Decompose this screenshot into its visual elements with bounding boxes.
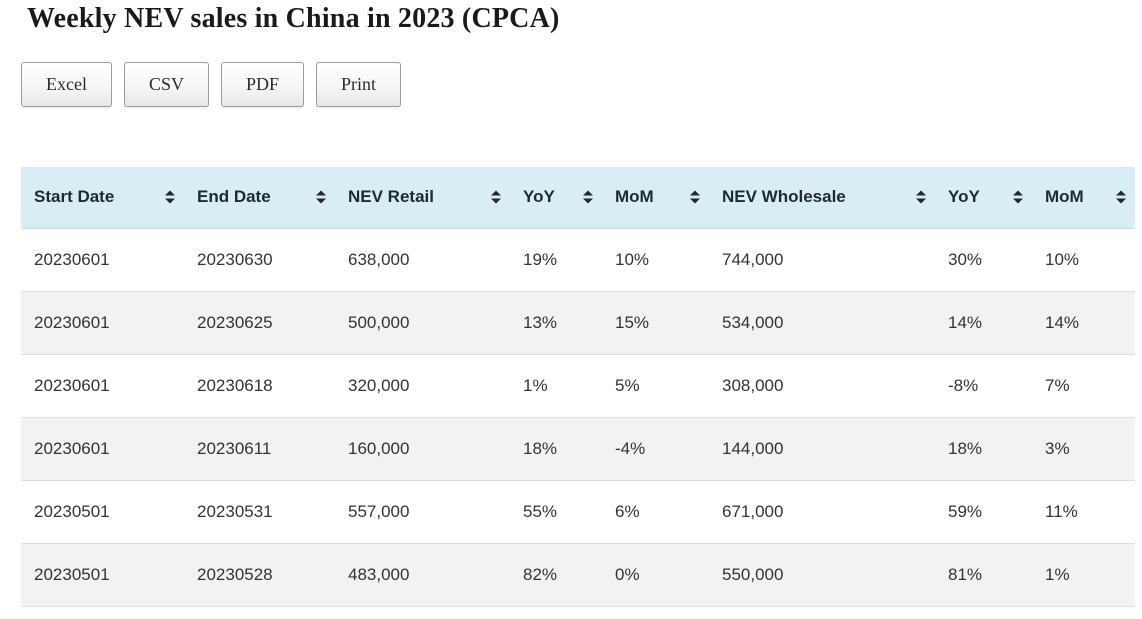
column-header-start-date[interactable]: Start Date — [21, 167, 184, 229]
nev-sales-table-container: Start Date End Date NEV Retail YoY MoM NEV Wh… — [21, 167, 1135, 607]
column-header-retail-mom[interactable]: MoM — [602, 167, 709, 229]
cell-wholesale-yoy: 81% — [935, 542, 1032, 606]
cell-wholesale-yoy: 18% — [935, 416, 1032, 480]
sort-both-icon — [165, 190, 175, 204]
column-header-label: End Date — [197, 187, 271, 207]
column-header-label: Start Date — [34, 187, 115, 207]
column-header-label: NEV Retail — [348, 187, 434, 207]
cell-retail-yoy: 55% — [510, 479, 602, 543]
cell-retail-mom: 6% — [602, 479, 709, 543]
cell-nev-retail: 638,000 — [348, 249, 410, 269]
print-export-button[interactable]: Print — [316, 62, 402, 107]
cell-nev-wholesale: 534,000 — [709, 290, 935, 354]
column-header-label: YoY — [948, 187, 980, 207]
column-header-retail-yoy[interactable]: YoY — [510, 167, 602, 229]
cell-retail-yoy: 82% — [510, 542, 602, 606]
page-title: Weekly NEV sales in China in 2023 (CPCA) — [27, 3, 560, 34]
pdf-export-button[interactable]: PDF — [221, 62, 305, 107]
cell-retail-mom: -4% — [602, 416, 709, 480]
cell-end-date: 20230528 — [184, 542, 335, 606]
cell-nev-wholesale: 144,000 — [709, 416, 935, 480]
cell-nev-retail: 500,000 — [335, 290, 510, 354]
column-header-label: YoY — [523, 187, 555, 207]
sort-both-icon — [583, 190, 593, 204]
cell-wholesale-mom: 10% — [1045, 249, 1080, 269]
cell-end-date: 20230618 — [184, 353, 335, 417]
sort-both-icon — [916, 190, 926, 204]
table-row: 20230601 20230618 320,000 1% 5% 308,000 -8% 7% — [21, 353, 1135, 417]
cell-wholesale-mom: 1% — [1032, 542, 1135, 606]
cell-end-date: 20230531 — [184, 479, 335, 543]
cell-wholesale-mom: 11% — [1032, 479, 1135, 543]
cell-start-date: 20230601 — [21, 290, 184, 354]
cell-wholesale-yoy: 14% — [935, 290, 1032, 354]
cell-retail-yoy: 19% — [523, 249, 558, 269]
cell-end-date: 20230611 — [184, 416, 335, 480]
cell-nev-wholesale: 550,000 — [709, 542, 935, 606]
column-header-end-date[interactable]: End Date — [184, 167, 335, 229]
cell-nev-retail: 320,000 — [335, 353, 510, 417]
sort-both-icon — [690, 190, 700, 204]
column-header-label: MoM — [1045, 187, 1084, 207]
cell-wholesale-mom: 14% — [1032, 290, 1135, 354]
column-header-nev-wholesale[interactable]: NEV Wholesale — [709, 167, 935, 229]
column-header-wholesale-mom[interactable]: MoM — [1032, 167, 1135, 229]
cell-wholesale-mom: 3% — [1032, 416, 1135, 480]
sort-both-icon — [316, 190, 326, 204]
cell-end-date: 20230625 — [184, 290, 335, 354]
nev-sales-table: Start Date End Date NEV Retail YoY MoM NEV Wh… — [21, 167, 1135, 607]
cell-retail-yoy: 13% — [510, 290, 602, 354]
column-header-label: MoM — [615, 187, 654, 207]
sort-both-icon — [1116, 190, 1126, 204]
table-row: 20230601 20230611 160,000 18% -4% 144,000 18% 3… — [21, 416, 1135, 480]
export-toolbar: Excel CSV PDF Print — [21, 62, 1142, 107]
cell-wholesale-yoy: 59% — [935, 479, 1032, 543]
page: Weekly NEV sales in China in 2023 (CPCA)… — [0, 3, 1142, 607]
cell-start-date: 20230501 — [21, 542, 184, 606]
cell-wholesale-yoy: -8% — [935, 353, 1032, 417]
cell-wholesale-yoy: 30% — [948, 249, 983, 269]
cell-nev-wholesale: 671,000 — [709, 479, 935, 543]
cell-retail-mom: 10% — [615, 249, 650, 269]
cell-nev-retail: 160,000 — [335, 416, 510, 480]
column-header-wholesale-yoy[interactable]: YoY — [935, 167, 1032, 229]
table-row: 20230501 20230531 557,000 55% 6% 671,000 59% 11… — [21, 479, 1135, 543]
sort-both-icon — [491, 190, 501, 204]
column-header-nev-retail[interactable]: NEV Retail — [335, 167, 510, 229]
cell-retail-yoy: 18% — [510, 416, 602, 480]
excel-export-button[interactable]: Excel — [21, 62, 112, 107]
csv-export-button[interactable]: CSV — [123, 62, 209, 107]
cell-end-date: 20230630 — [197, 249, 273, 269]
cell-nev-retail: 483,000 — [335, 542, 510, 606]
cell-start-date: 20230601 — [21, 416, 184, 480]
cell-nev-retail: 557,000 — [335, 479, 510, 543]
cell-start-date: 20230501 — [21, 479, 184, 543]
cell-retail-mom: 15% — [602, 290, 709, 354]
cell-start-date: 20230601 — [21, 353, 184, 417]
column-header-label: NEV Wholesale — [722, 187, 846, 207]
cell-nev-wholesale: 744,000 — [722, 249, 784, 269]
table-row: 20230601 20230630 638,000 19% 10% 744,000 30% 1… — [21, 228, 1135, 291]
table-row: 20230601 20230625 500,000 13% 15% 534,000 14% 1… — [21, 290, 1135, 354]
cell-start-date: 20230601 — [34, 249, 110, 269]
table-row: 20230501 20230528 483,000 82% 0% 550,000 81% 1% — [21, 542, 1135, 606]
cell-nev-wholesale: 308,000 — [709, 353, 935, 417]
cell-retail-yoy: 1% — [510, 353, 602, 417]
cell-wholesale-mom: 7% — [1032, 353, 1135, 417]
cell-retail-mom: 0% — [602, 542, 709, 606]
sort-both-icon — [1013, 190, 1023, 204]
table-header-row: Start Date End Date NEV Retail YoY MoM NEV Wh… — [21, 167, 1135, 229]
cell-retail-mom: 5% — [602, 353, 709, 417]
